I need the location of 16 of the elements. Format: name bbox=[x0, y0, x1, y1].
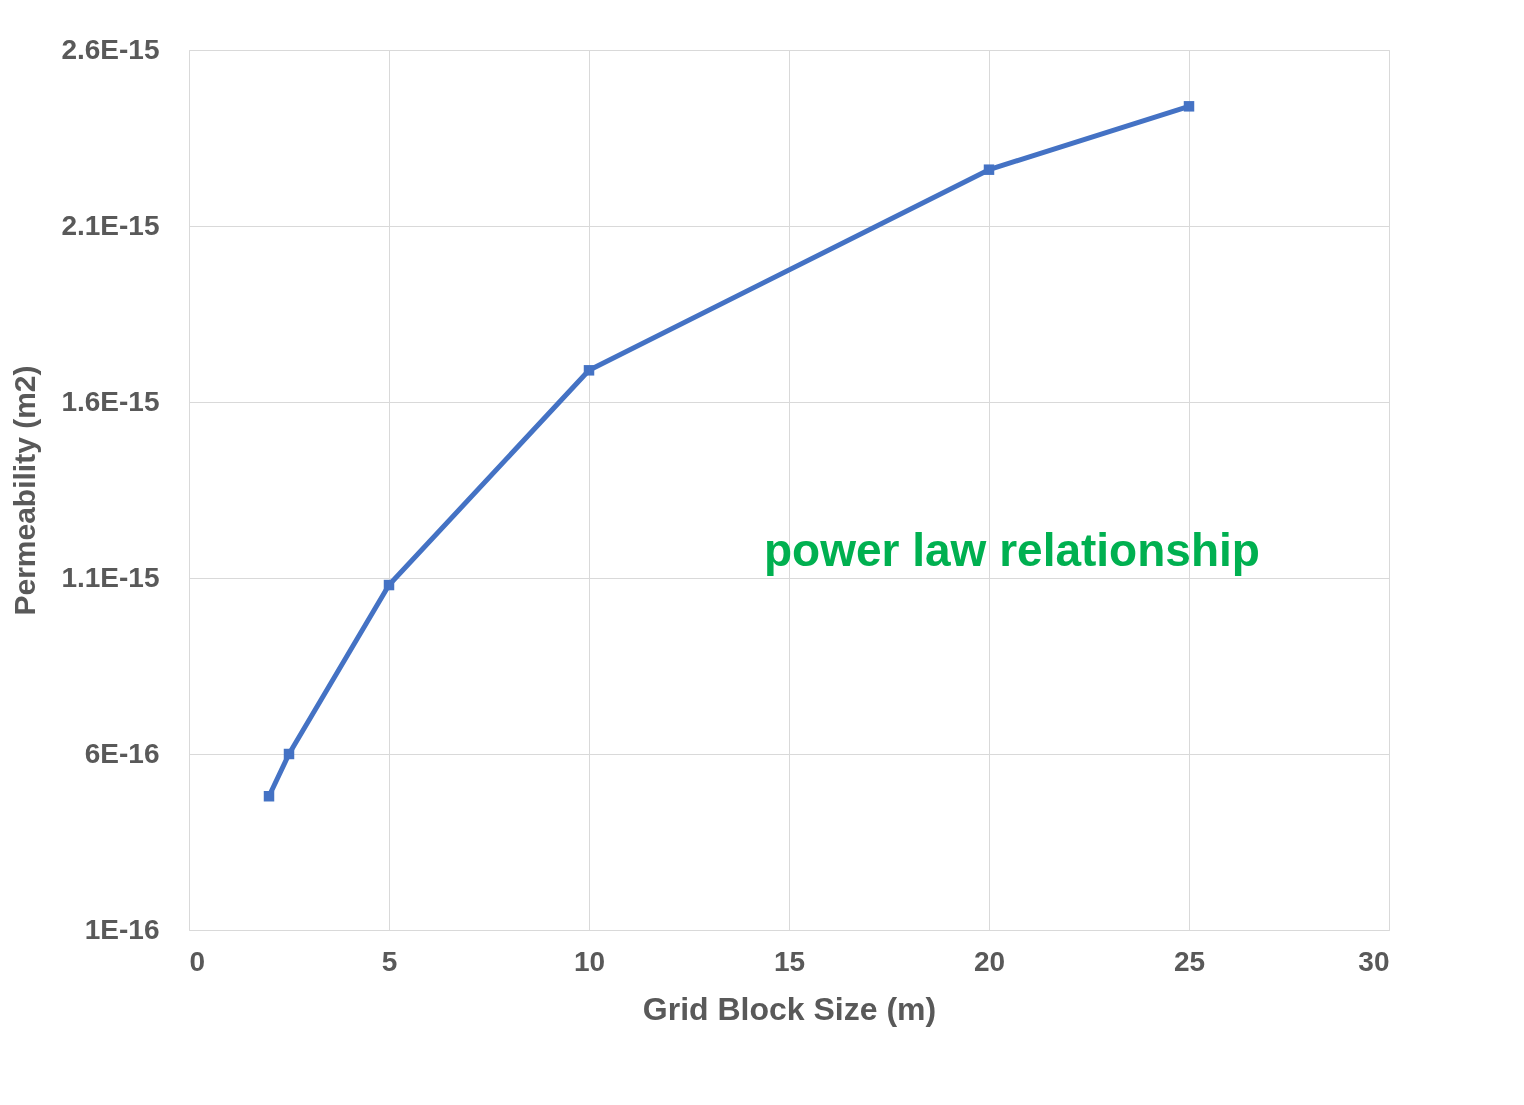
y-tick-label: 6E-16 bbox=[84, 737, 160, 769]
x-tick-label: 0 bbox=[189, 945, 206, 977]
annotation: power law relationship bbox=[764, 524, 1260, 576]
x-tick-label: 30 bbox=[1358, 945, 1390, 977]
x-tick-label: 20 bbox=[973, 945, 1006, 977]
y-tick-label: 1.6E-15 bbox=[61, 385, 160, 417]
x-tick-label: 10 bbox=[573, 945, 606, 977]
y-tick-label: 2.1E-15 bbox=[61, 209, 160, 241]
y-tick-label: 2.6E-15 bbox=[61, 33, 160, 65]
x-tick-label: 15 bbox=[773, 945, 806, 977]
y-tick-label: 1.1E-15 bbox=[61, 561, 160, 593]
y-axis-title: Permeability (m2) bbox=[8, 365, 42, 616]
x-tick-label: 25 bbox=[1173, 945, 1206, 977]
x-tick-label: 5 bbox=[381, 945, 398, 977]
x-axis-title: Grid Block Size (m) bbox=[642, 990, 937, 1027]
y-tick-label: 1E-16 bbox=[84, 913, 160, 945]
